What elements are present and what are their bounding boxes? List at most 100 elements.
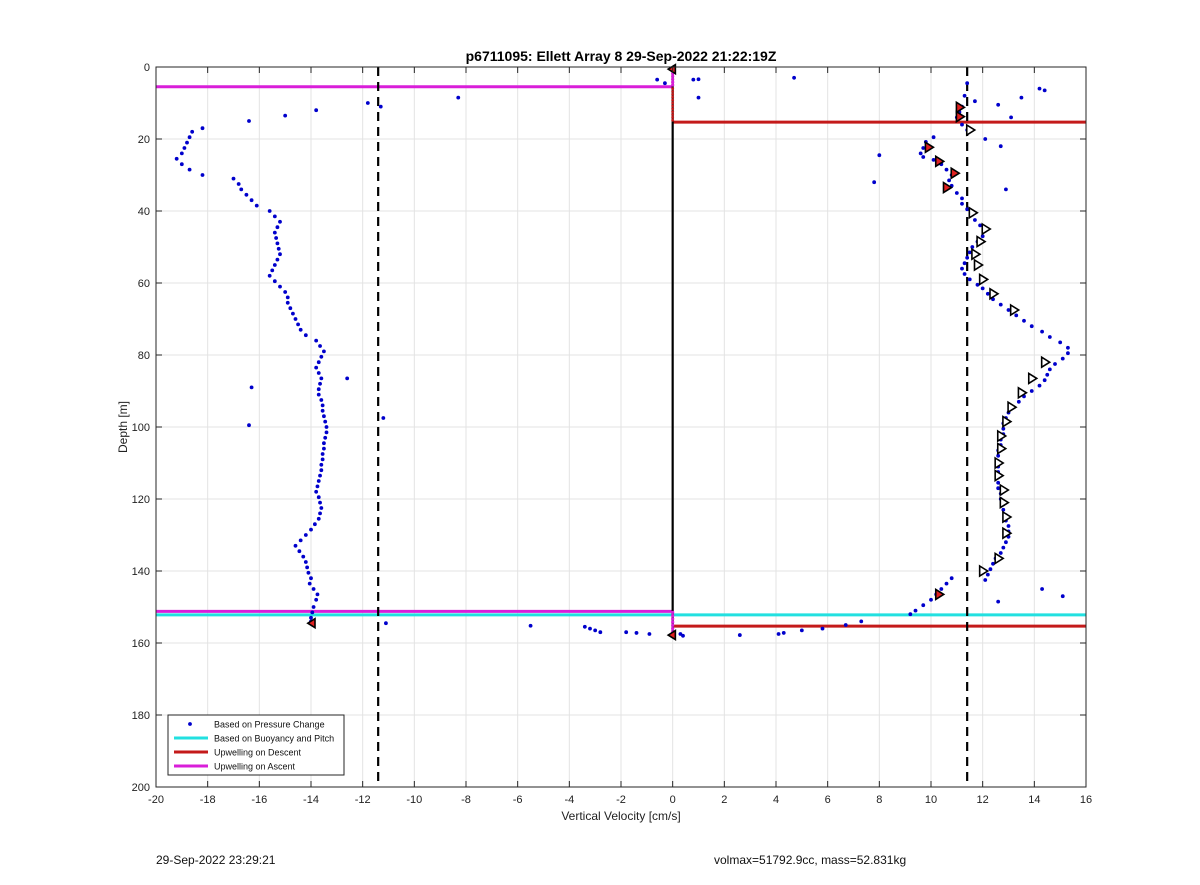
y-tick-label: 80: [138, 350, 150, 362]
pressure-change-point: [593, 628, 598, 633]
profile-markers: [306, 63, 1052, 642]
ascent-start-dot: [671, 83, 675, 87]
descent-open-marker: [1002, 415, 1013, 429]
descent-open-marker: [994, 456, 1005, 470]
pressure-change-point: [322, 441, 326, 446]
legend-label: Upwelling on Ascent: [214, 762, 296, 772]
pressure-change-point: [298, 538, 303, 543]
pressure-change-point: [1040, 329, 1044, 334]
ascent-end-dot: [671, 610, 675, 615]
pressure-change-point: [320, 452, 325, 456]
pressure-change-point: [310, 610, 315, 615]
ascent-filled-marker: [306, 617, 316, 630]
y-tick-label: 180: [132, 710, 150, 722]
y-tick-label: 160: [132, 638, 150, 650]
pressure-change-point: [983, 578, 988, 582]
pressure-change-point: [1037, 383, 1042, 388]
pressure-change-point: [582, 624, 587, 629]
pressure-change-point: [179, 162, 184, 167]
pressure-change-point: [306, 570, 311, 575]
pressure-change-point: [267, 273, 272, 278]
pressure-change-point: [737, 633, 742, 637]
pressure-change-point: [1006, 524, 1011, 528]
pressure-change-point: [1042, 378, 1047, 383]
pressure-change-point: [908, 612, 913, 617]
pressure-change-point: [381, 416, 386, 420]
ascent-end-dot: [671, 620, 675, 624]
pressure-change-point: [275, 225, 280, 230]
pressure-change-point: [309, 615, 313, 620]
pressure-change-point: [1009, 115, 1013, 120]
pressure-change-point: [322, 349, 326, 354]
y-tick-label: 200: [132, 782, 150, 794]
pressure-change-point: [272, 214, 277, 219]
pressure-change-point: [970, 245, 975, 249]
pressure-change-point: [247, 423, 251, 428]
pressure-change-point: [319, 506, 324, 510]
pressure-change-point: [319, 468, 324, 473]
pressure-change-point: [275, 257, 280, 262]
pressure-change-point: [528, 623, 533, 628]
pressure-change-point: [185, 140, 189, 145]
pressure-change-point: [179, 151, 184, 156]
pressure-change-point: [320, 408, 325, 413]
x-tick-label: -4: [564, 794, 574, 806]
x-tick-label: -10: [406, 794, 422, 806]
pressure-change-point: [1029, 324, 1034, 329]
pressure-change-point: [322, 446, 326, 451]
pressure-change-point: [1029, 389, 1034, 393]
x-tick-label: -18: [200, 794, 216, 806]
pressure-change-point: [270, 268, 275, 273]
pressure-change-point: [272, 263, 277, 267]
descent-open-marker: [978, 272, 990, 286]
pressure-change-point: [314, 489, 319, 494]
pressure-change-point: [187, 135, 192, 140]
pressure-change-point: [314, 338, 319, 343]
pressure-change-point: [309, 576, 313, 581]
pressure-change-point: [320, 403, 325, 408]
pressure-change-point: [319, 398, 324, 402]
pressure-change-point: [965, 207, 970, 212]
pressure-change-point: [275, 241, 280, 246]
pressure-change-point: [278, 284, 282, 289]
pressure-change-point: [944, 167, 949, 172]
pressure-change-point: [272, 230, 277, 235]
ascent-start-dot: [671, 77, 675, 81]
pressure-change-point: [965, 81, 970, 86]
pressure-change-point: [598, 630, 603, 635]
pressure-change-point: [1066, 345, 1070, 350]
pressure-change-point: [249, 385, 254, 390]
pressure-change-point: [962, 93, 967, 98]
pressure-change-point: [305, 565, 310, 570]
descent-start-dot: [671, 116, 675, 119]
pressure-change-point: [200, 173, 205, 177]
chart-title: p6711095: Ellett Array 8 29-Sep-2022 21:…: [466, 48, 777, 64]
pressure-change-point: [316, 387, 321, 392]
pressure-change-point: [314, 597, 319, 602]
x-tick-label: -6: [513, 794, 523, 806]
pressure-change-point: [985, 572, 990, 577]
ascent-end-dot: [671, 623, 675, 627]
descent-start-dot: [671, 92, 675, 96]
pressure-change-point: [318, 344, 322, 348]
descent-filled-marker: [950, 166, 961, 180]
x-tick-label: 2: [721, 794, 727, 806]
x-tick-label: -20: [148, 794, 164, 806]
descent-start-dot: [671, 104, 675, 108]
x-tick-label: 4: [773, 794, 779, 806]
pressure-change-point: [792, 75, 796, 80]
descent-start-dot: [671, 118, 675, 122]
pressure-change-point: [285, 300, 290, 305]
pressure-change-point: [301, 554, 306, 559]
descent-open-marker: [1040, 355, 1052, 369]
pressure-change-point: [975, 282, 980, 287]
pressure-change-point: [187, 167, 192, 172]
ascent-filled-marker: [666, 629, 677, 642]
x-tick-label: -8: [461, 794, 471, 806]
pressure-change-point: [655, 77, 660, 82]
x-tick-label: -16: [251, 794, 267, 806]
pressure-change-point: [996, 486, 1001, 491]
pressure-change-point: [973, 218, 977, 222]
footer-timestamp: 29-Sep-2022 23:29:21: [156, 853, 276, 867]
